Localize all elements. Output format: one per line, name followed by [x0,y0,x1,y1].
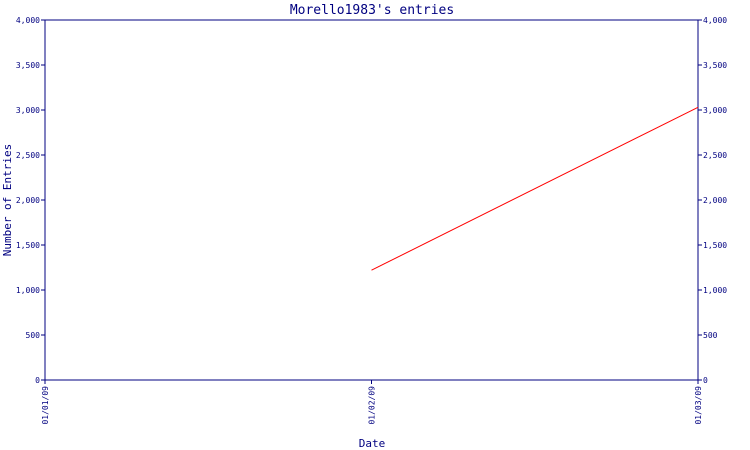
y-tick-label-left: 3,000 [16,106,40,115]
x-tick-label: 01/01/09 [41,386,50,425]
y-tick-label-left: 2,000 [16,196,40,205]
y-tick-label-right: 3,500 [703,61,727,70]
y-tick-label-left: 3,500 [16,61,40,70]
x-axis-label: Date [359,437,386,450]
plot-frame [44,19,699,381]
y-tick-label-left: 1,000 [16,286,40,295]
y-tick-label-left: 1,500 [16,241,40,250]
y-axis-left: 0 500 1,000 1,500 2,000 2,500 3,000 3,500 4,000 [16,16,45,385]
x-tick-label: 01/03/09 [694,386,703,425]
y-tick-label-left: 4,000 [16,16,40,25]
y-tick-label-right: 0 [703,376,708,385]
y-tick-label-right: 1,500 [703,241,727,250]
y-axis-label: Number of Entries [1,144,14,257]
y-tick-label-left: 500 [26,331,41,340]
series-layer [371,106,699,271]
x-tick-label: 01/02/09 [368,386,377,425]
y-tick-label-right: 1,000 [703,286,727,295]
y-axis-right: 0 500 1,000 1,500 2,000 2,500 3,000 3,500 4,000 [698,16,727,385]
chart-title: Morello1983's entries [290,3,454,18]
y-tick-label-left: 0 [35,376,40,385]
series-line [371,106,699,271]
x-axis: 01/01/09 01/02/09 01/03/09 [41,380,703,425]
y-tick-label-right: 3,000 [703,106,727,115]
y-tick-label-right: 500 [703,331,718,340]
plot-border [44,19,699,381]
y-tick-label-right: 2,500 [703,151,727,160]
y-tick-label-right: 2,000 [703,196,727,205]
y-tick-label-right: 4,000 [703,16,727,25]
y-tick-label-left: 2,500 [16,151,40,160]
